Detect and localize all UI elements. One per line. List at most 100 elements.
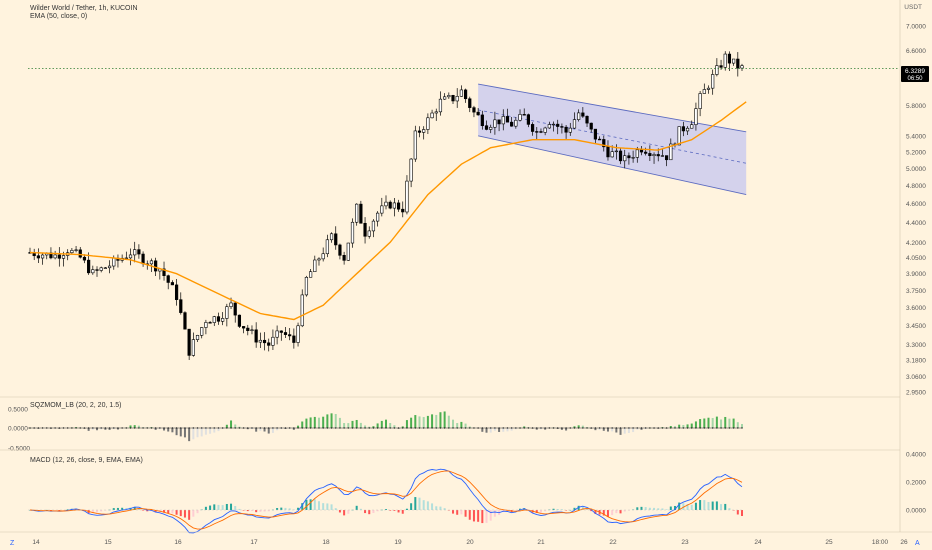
auto-scale-icon[interactable]: A — [915, 540, 920, 547]
sqz-indicator-label[interactable]: SQZMOM_LB (20, 2, 20, 1.5) — [30, 402, 121, 409]
time-tick-label: 23 — [681, 539, 689, 546]
sqz-bar — [736, 422, 739, 428]
time-tick-label: 17 — [250, 539, 258, 546]
candle — [321, 247, 325, 262]
macd-hist-bar — [460, 510, 463, 515]
sqz-bar — [405, 420, 408, 428]
channel-lower-line[interactable] — [478, 135, 747, 196]
candle — [690, 120, 694, 129]
ema-indicator-label[interactable]: EMA (50, close, 0) — [30, 13, 87, 20]
candle — [200, 326, 204, 339]
macd-pane — [29, 468, 743, 534]
candle — [514, 117, 518, 129]
price-tick-label: 4.8000 — [906, 183, 926, 190]
sqz-bar — [598, 428, 601, 430]
candle — [183, 311, 187, 330]
candle — [334, 226, 338, 250]
sqz-bar — [694, 421, 697, 428]
candle — [250, 325, 254, 335]
macd-hist-bar — [213, 504, 216, 510]
sqz-bar — [711, 418, 714, 428]
macd-hist-bar — [682, 503, 685, 510]
sqz-axis[interactable]: 0.5000 0.0000 -0.5000 — [8, 407, 742, 453]
candle — [103, 267, 107, 269]
macd-hist-bar — [334, 508, 337, 510]
time-tick-label: 15 — [104, 539, 112, 546]
sqz-bar — [230, 420, 233, 428]
macd-hist-bar — [276, 508, 279, 510]
macd-hist-bar — [221, 505, 224, 510]
sqz-bar — [175, 428, 178, 436]
candle — [572, 112, 577, 130]
macd-axis[interactable]: 0.4000 0.2000 0.0000 — [28, 452, 926, 515]
macd-hist-bar — [653, 507, 656, 510]
sqz-bar — [422, 417, 425, 428]
macd-hist-bar — [326, 503, 329, 510]
sqz-bar — [96, 428, 99, 431]
sqz-bar — [414, 415, 417, 428]
sqz-bar — [498, 428, 501, 432]
candle — [560, 123, 564, 134]
macd-hist-bar — [242, 510, 245, 511]
price-tick-label: 4.4000 — [906, 220, 926, 227]
sqz-bar — [640, 428, 643, 430]
sqz-bar — [699, 419, 702, 428]
candle — [677, 126, 681, 146]
macd-hist-bar — [217, 504, 220, 510]
sqz-bar — [276, 428, 279, 431]
symbol-title[interactable]: Wilder World / Tether, 1h, KUCOIN — [30, 5, 138, 12]
time-tick-label: 21 — [537, 539, 545, 546]
macd-hist-bar — [171, 510, 174, 514]
macd-hist-bar — [238, 508, 241, 510]
sqz-bar — [389, 422, 392, 428]
sqz-bar — [196, 428, 199, 438]
candle — [438, 91, 443, 116]
candle — [388, 200, 392, 210]
candle — [191, 332, 195, 357]
candle — [133, 241, 137, 263]
candle — [99, 266, 103, 273]
macd-hist-bar — [343, 510, 346, 516]
sqz-bar — [523, 426, 526, 428]
sqz-bar — [171, 428, 174, 433]
sqz-bar — [439, 412, 442, 428]
sqz-bar — [271, 428, 274, 433]
price-axis[interactable]: 7.0000 6.6000 5.8000 5.4000 5.2000 5.0000 4.80… — [906, 23, 926, 396]
macd-hist-bar — [280, 507, 283, 510]
candle — [195, 334, 200, 342]
candle — [422, 126, 426, 140]
candle — [401, 201, 405, 218]
candle — [501, 109, 505, 131]
macd-hist-bar — [632, 509, 635, 511]
macd-hist-bar — [690, 504, 693, 510]
channel-upper-line[interactable] — [478, 83, 747, 133]
candle — [660, 148, 665, 157]
candle — [409, 157, 413, 188]
sqz-bar — [297, 425, 300, 428]
macd-hist-bar — [62, 510, 65, 511]
macd-hist-bar — [493, 510, 496, 517]
price-tick-label: 5.0000 — [906, 166, 926, 173]
time-tick-label: 25 — [825, 539, 833, 546]
candle — [711, 69, 715, 95]
macd-hist-bar — [657, 508, 660, 510]
sqz-bar — [447, 415, 450, 428]
timezone-icon[interactable]: Z — [10, 540, 15, 547]
sqz-bar — [225, 424, 228, 428]
candle — [225, 303, 229, 327]
sqz-bar — [301, 421, 304, 428]
macd-hist-bar — [66, 509, 69, 510]
time-axis[interactable]: 14 15 16 17 18 19 20 21 22 23 24 25 26 18:00 — [32, 539, 908, 546]
sqz-bar — [669, 426, 672, 428]
sqz-bar — [330, 413, 333, 428]
candle — [694, 102, 698, 131]
macd-hist-bar — [472, 510, 475, 522]
macd-hist-bar — [317, 501, 320, 510]
sqz-bar — [338, 417, 341, 428]
macd-hist-bar — [393, 510, 396, 511]
price-badge: 6.3289 06:50 — [901, 66, 929, 82]
macd-indicator-label[interactable]: MACD (12, 26, close, 9, EMA, EMA) — [30, 457, 143, 464]
candle — [447, 92, 451, 99]
price-tick-label: 2.9500 — [906, 390, 926, 397]
